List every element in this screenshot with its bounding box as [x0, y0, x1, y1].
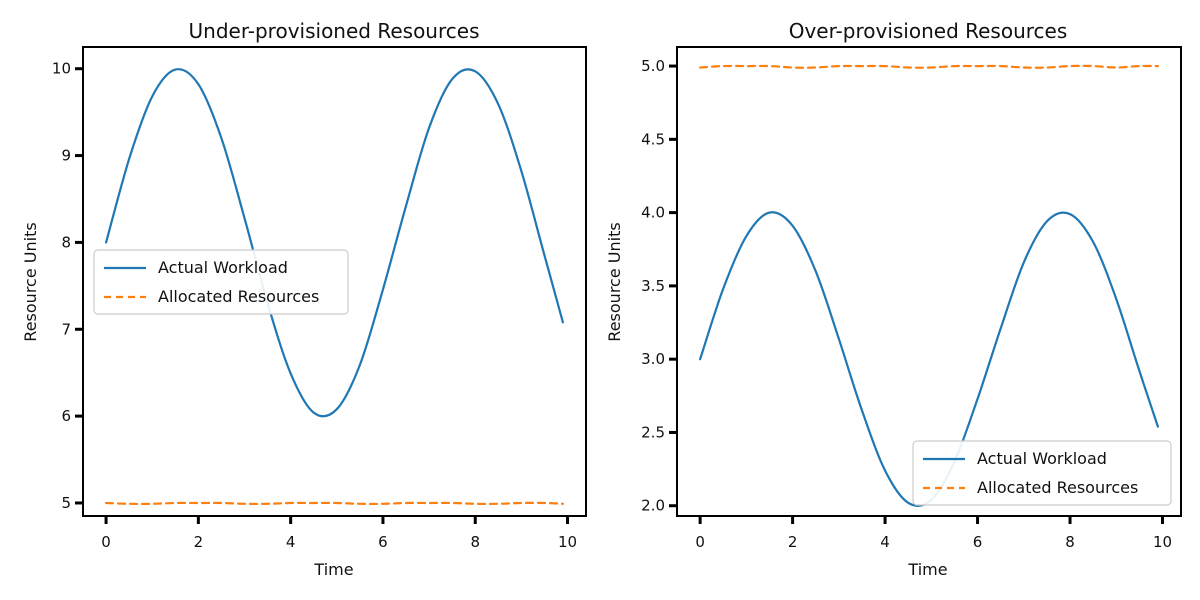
y-tick-label: 7: [61, 320, 71, 338]
y-axis-label: Resource Units: [21, 222, 40, 341]
y-tick-label: 4.0: [641, 204, 665, 222]
y-tick-label: 6: [61, 407, 71, 425]
y-tick-label: 10: [52, 60, 71, 78]
chart-title: Under-provisioned Resources: [189, 19, 480, 43]
x-tick-label: 8: [1065, 533, 1075, 551]
x-tick-label: 6: [378, 533, 388, 551]
x-tick-label: 10: [1153, 533, 1172, 551]
x-tick-label: 2: [788, 533, 798, 551]
legend-entry: Actual Workload: [158, 258, 288, 277]
x-axis-label: Time: [313, 560, 353, 579]
x-tick-label: 4: [880, 533, 890, 551]
x-tick-label: 10: [558, 533, 577, 551]
y-tick-label: 2.5: [641, 423, 665, 441]
series-line-allocated-resources: [105, 501, 564, 506]
x-tick-label: 4: [286, 533, 296, 551]
x-tick-label: 2: [194, 533, 204, 551]
series-line-actual-workload: [105, 68, 564, 418]
y-tick-label: 3.5: [641, 277, 665, 295]
chart-over-provisioned: Over-provisioned Resources Time Resource…: [605, 19, 1182, 579]
x-tick-label: 8: [470, 533, 480, 551]
legend-entry: Allocated Resources: [158, 287, 319, 306]
series-line-allocated-resources: [699, 64, 1159, 69]
x-tick-label: 0: [101, 533, 111, 551]
x-tick-label: 0: [695, 533, 705, 551]
y-tick-label: 3.0: [641, 350, 665, 368]
y-tick-label: 8: [61, 233, 71, 251]
legend-box: [912, 440, 1172, 506]
chart-under-provisioned: Under-provisioned Resources Time Resourc…: [21, 19, 587, 579]
y-axis-label: Resource Units: [605, 222, 624, 341]
plot-frame: [82, 46, 587, 517]
y-tick-label: 4.5: [641, 130, 665, 148]
x-tick-label: 6: [973, 533, 983, 551]
x-axis-label: Time: [907, 560, 947, 579]
y-tick-label: 9: [61, 147, 71, 165]
y-tick-label: 5: [61, 494, 71, 512]
y-tick-label: 2.0: [641, 497, 665, 515]
legend-entry: Actual Workload: [977, 449, 1107, 468]
legend: Actual Workload Allocated Resources: [912, 440, 1172, 506]
plot-frame: [676, 46, 1182, 517]
legend-box: [93, 249, 349, 315]
legend: Actual Workload Allocated Resources: [93, 249, 349, 315]
chart-title: Over-provisioned Resources: [789, 19, 1068, 43]
y-tick-label: 5.0: [641, 57, 665, 75]
legend-entry: Allocated Resources: [977, 478, 1138, 497]
